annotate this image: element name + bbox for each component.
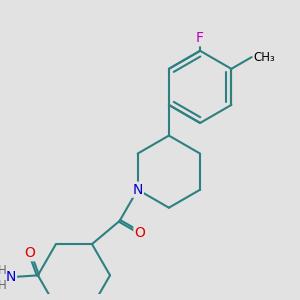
Text: O: O [24,246,35,260]
Text: H: H [0,264,7,277]
Text: F: F [196,31,204,45]
Text: N: N [6,270,16,284]
Text: N: N [133,183,143,197]
Text: O: O [134,226,146,240]
Text: CH₃: CH₃ [254,51,275,64]
Text: H: H [0,279,7,292]
